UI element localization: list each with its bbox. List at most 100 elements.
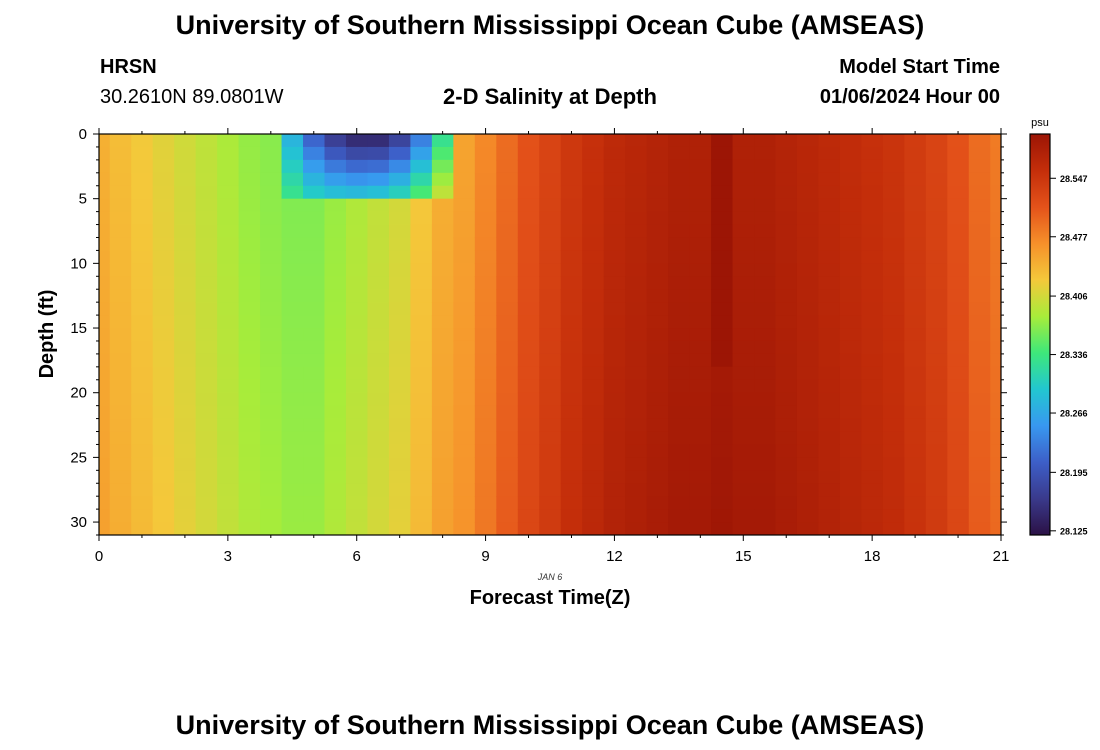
heatmap-cell <box>732 340 755 355</box>
heatmap-cell <box>603 315 626 329</box>
heatmap-cell <box>217 276 240 290</box>
heatmap-cell <box>796 146 820 161</box>
heatmap-cell <box>238 418 261 433</box>
heatmap-cell <box>217 483 240 497</box>
heatmap-cell <box>904 146 927 161</box>
heatmap-cell <box>367 185 390 200</box>
heatmap-cell <box>303 185 326 200</box>
heatmap-cell <box>603 353 626 368</box>
heatmap-cell <box>990 263 1001 277</box>
heatmap-cell <box>174 328 197 342</box>
heatmap-cell <box>560 315 583 329</box>
heatmap-cell <box>260 289 283 303</box>
heatmap-cell <box>839 159 863 174</box>
heatmap-cell <box>367 353 390 368</box>
heatmap-cell <box>324 509 347 523</box>
heatmap-cell <box>711 470 734 484</box>
heatmap-cell <box>904 496 927 510</box>
heatmap-cell <box>925 392 948 407</box>
heatmap-cell <box>818 353 841 368</box>
heatmap-cell <box>796 211 820 226</box>
heatmap-cell <box>904 405 927 420</box>
heatmap-cell <box>689 405 712 420</box>
heatmap-cell <box>109 134 132 148</box>
heatmap-cell <box>625 405 648 420</box>
heatmap-cell <box>496 211 519 226</box>
heatmap-cell <box>818 457 841 471</box>
heatmap-cell <box>109 457 132 471</box>
heatmap-cell <box>217 211 240 226</box>
heatmap-cell <box>345 146 369 161</box>
heatmap-cell <box>925 172 948 187</box>
heatmap-cell <box>775 483 798 497</box>
heatmap-cell <box>818 146 841 161</box>
heatmap-cell <box>367 198 390 213</box>
heatmap-cell <box>109 159 132 174</box>
heatmap-cell <box>732 379 755 394</box>
heatmap-cell <box>990 224 1001 239</box>
heatmap-cell <box>925 211 948 226</box>
heatmap-cell <box>152 302 175 316</box>
heatmap-cell <box>474 289 497 303</box>
heatmap-cell <box>539 418 562 433</box>
heatmap-cell <box>625 211 648 226</box>
heatmap-cell <box>238 509 261 523</box>
y-axis-label: Depth (ft) <box>36 290 58 379</box>
heatmap-cell <box>474 211 497 226</box>
heatmap-cell <box>646 522 669 535</box>
heatmap-cell <box>539 444 562 458</box>
heatmap-cell <box>968 366 991 381</box>
heatmap-cell <box>646 172 669 187</box>
heatmap-cell <box>367 134 390 148</box>
heatmap-cell <box>195 276 218 290</box>
heatmap-cell <box>668 289 691 303</box>
heatmap-cell <box>775 172 798 187</box>
heatmap-cell <box>625 366 648 381</box>
heatmap-cell <box>775 470 798 484</box>
heatmap-cell <box>388 185 412 200</box>
station-name: HRSN <box>100 56 157 78</box>
heatmap-cell <box>925 522 948 535</box>
heatmap-cell <box>517 224 540 239</box>
heatmap-cell <box>796 353 820 368</box>
heatmap-cell <box>260 405 283 420</box>
heatmap-cell <box>646 366 669 381</box>
heatmap-cell <box>410 159 433 174</box>
heatmap-cell <box>882 224 905 239</box>
heatmap-cell <box>539 250 562 264</box>
heatmap-cell <box>754 509 777 523</box>
heatmap-cell <box>109 302 132 316</box>
heatmap-cell <box>861 509 884 523</box>
heatmap-cell <box>410 340 433 355</box>
heatmap-cell <box>560 444 583 458</box>
heatmap-cell <box>517 509 540 523</box>
heatmap-cell <box>388 470 412 484</box>
heatmap-cell <box>839 237 863 252</box>
heatmap-cell <box>303 340 326 355</box>
heatmap-cell <box>990 276 1001 290</box>
heatmap-cell <box>174 509 197 523</box>
heatmap-cell <box>947 522 970 535</box>
heatmap-cell <box>303 496 326 510</box>
heatmap-cell <box>925 328 948 342</box>
heatmap-cell <box>882 237 905 252</box>
heatmap-cell <box>99 250 111 264</box>
heatmap-cell <box>990 444 1001 458</box>
heatmap-cell <box>195 353 218 368</box>
heatmap-cell <box>882 159 905 174</box>
heatmap-cell <box>796 134 820 148</box>
heatmap-cell <box>174 522 197 535</box>
heatmap-cell <box>517 250 540 264</box>
heatmap-cell <box>990 237 1001 252</box>
heatmap-cell <box>324 146 347 161</box>
heatmap-cell <box>453 379 476 394</box>
heatmap-cell <box>990 366 1001 381</box>
heatmap-cell <box>968 224 991 239</box>
heatmap-cell <box>281 237 304 252</box>
heatmap-cell <box>861 366 884 381</box>
heatmap-cell <box>990 211 1001 226</box>
heatmap-cell <box>303 263 326 277</box>
heatmap-cell <box>388 276 412 290</box>
heatmap-cell <box>131 353 154 368</box>
heatmap-cell <box>324 496 347 510</box>
